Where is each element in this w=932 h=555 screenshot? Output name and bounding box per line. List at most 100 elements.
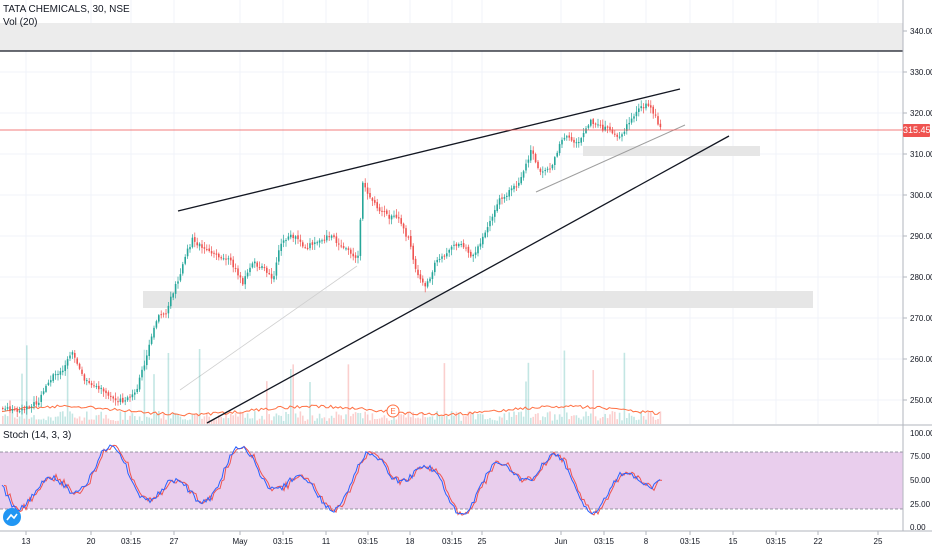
candle-body xyxy=(333,235,335,238)
tradingview-logo[interactable] xyxy=(3,508,21,526)
volume-bar xyxy=(155,413,158,424)
volume-bar xyxy=(414,418,417,424)
candle-body xyxy=(23,408,26,411)
volume-bar xyxy=(393,413,395,424)
volume-bar xyxy=(266,381,268,424)
candle-body xyxy=(98,385,100,390)
candle-body xyxy=(470,251,472,257)
lower-trendline[interactable] xyxy=(206,135,730,424)
candle-body xyxy=(66,359,69,366)
candle-body xyxy=(405,228,407,237)
candle-body xyxy=(402,223,405,229)
volume-bar xyxy=(462,416,465,424)
volume-bar xyxy=(534,413,537,424)
volume-bar xyxy=(297,417,299,424)
candle-body xyxy=(273,276,275,280)
inner-trendline[interactable] xyxy=(535,124,686,193)
volume-bar xyxy=(23,418,26,424)
candle-body xyxy=(522,171,525,178)
volume-bar xyxy=(239,411,242,424)
volume-bar xyxy=(410,417,412,424)
candle-body xyxy=(465,247,467,249)
candle-body xyxy=(503,197,506,199)
volume-bar xyxy=(191,414,194,424)
candle-body xyxy=(378,207,381,212)
candle-body xyxy=(443,255,446,257)
candle-body xyxy=(126,397,129,401)
candle-body xyxy=(582,132,585,138)
volume-bar xyxy=(14,417,16,424)
candle-body xyxy=(489,220,491,227)
candle-body xyxy=(441,256,443,259)
candle-body xyxy=(302,242,304,247)
volume-bar xyxy=(501,417,503,424)
volume-bar xyxy=(345,414,347,424)
candle-body xyxy=(330,235,333,238)
candle-body xyxy=(232,259,234,268)
volume-bar xyxy=(261,415,263,424)
volume-bar xyxy=(88,419,90,424)
stoch-legend[interactable]: Stoch (14, 3, 3) xyxy=(3,430,72,441)
volume-bar xyxy=(321,418,323,424)
volume-bar xyxy=(491,419,494,424)
volume-bar xyxy=(633,416,635,424)
volume-bar xyxy=(40,419,42,424)
volume-bar xyxy=(316,418,318,424)
candle-body xyxy=(350,249,352,254)
candle-body xyxy=(86,380,88,382)
time-axis[interactable]: 13 20 03:15 27 May 03:15 11 03:15 18 03:15 25 Jun 03… xyxy=(22,531,883,546)
volume-bar xyxy=(50,417,52,424)
candle-body xyxy=(338,243,340,245)
symbol-legend[interactable]: TATA CHEMICALS, 30, NSE xyxy=(3,4,130,15)
candle-body xyxy=(314,242,316,245)
volume-bar xyxy=(282,420,285,424)
candle-body xyxy=(515,186,518,188)
volume-bar xyxy=(184,419,186,424)
volume-bar xyxy=(652,416,654,424)
candle-body xyxy=(167,305,170,314)
volume-bar xyxy=(174,412,177,424)
volume-bar xyxy=(210,419,213,424)
volume-bar xyxy=(376,419,378,424)
candle-body xyxy=(33,402,35,407)
candle-body xyxy=(76,358,78,364)
volume-bar xyxy=(146,416,148,424)
volume-bar xyxy=(602,416,604,424)
volume-bar xyxy=(357,412,359,424)
volume-bar xyxy=(52,420,54,424)
volume-bar xyxy=(546,412,549,424)
candle-body xyxy=(580,138,582,143)
candle-body xyxy=(647,103,650,106)
candle-body xyxy=(47,382,50,386)
candle-body xyxy=(309,243,311,249)
stoch-d-line xyxy=(3,444,663,516)
volume-bar xyxy=(278,415,280,424)
price-axis[interactable]: 340.00 330.00 320.00 310.00 300.00 290.00 280.… xyxy=(903,27,932,405)
candle-body xyxy=(340,245,342,247)
upper-trendline[interactable] xyxy=(177,88,681,212)
candle-body xyxy=(323,239,326,241)
candle-body xyxy=(530,150,532,161)
volume-bar xyxy=(83,417,86,424)
candle-body xyxy=(220,257,222,259)
stoch-axis[interactable]: 100.00 75.00 50.00 25.00 0.00 xyxy=(910,429,932,532)
candle-body xyxy=(81,369,83,374)
volume-bar xyxy=(150,418,153,424)
candle-body xyxy=(158,315,160,322)
volume-bar xyxy=(196,413,198,424)
earnings-marker[interactable] xyxy=(386,404,400,418)
candle-body xyxy=(359,219,362,256)
candle-body xyxy=(186,248,189,257)
volume-bar xyxy=(95,415,98,424)
volume-bar xyxy=(486,419,489,424)
volume-bar xyxy=(566,412,568,424)
volume-bar xyxy=(330,415,333,424)
volume-bar xyxy=(251,418,254,424)
candle-body xyxy=(146,355,148,366)
price-tick-label: 330.00 xyxy=(910,68,932,77)
volume-bar xyxy=(371,413,374,424)
candle-body xyxy=(354,255,357,258)
volume-legend[interactable]: Vol (20) xyxy=(3,17,38,28)
